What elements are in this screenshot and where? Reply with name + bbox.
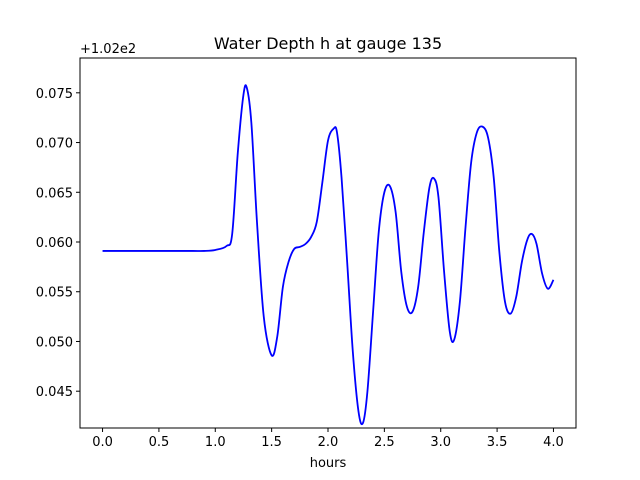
x-tick-label: 0.5	[149, 435, 170, 450]
y-tick-label: 0.075	[36, 87, 73, 102]
x-axis-label: hours	[310, 456, 347, 471]
y-tick-label: 0.050	[36, 335, 73, 350]
y-tick-label: 0.065	[36, 186, 73, 201]
x-tick-label: 3.0	[430, 435, 451, 450]
x-tick-label: 1.0	[205, 435, 226, 450]
x-tick-label: 2.5	[374, 435, 395, 450]
y-tick-label: 0.060	[36, 236, 73, 251]
ticks-group: 0.0 0.5 1.0 1.5 2.0 2.5 3.0 3.5 4.0 0.045 0.050 0.0…	[36, 87, 564, 450]
y-offset-label: +1.02e2	[80, 42, 136, 57]
y-tick-label: 0.070	[36, 137, 73, 152]
series-line	[102, 84, 555, 426]
chart-title: Water Depth h at gauge 135	[214, 34, 442, 53]
x-tick-label: 4.0	[543, 435, 564, 450]
x-tick-label: 1.5	[261, 435, 282, 450]
series-layer	[102, 84, 555, 426]
x-tick-label: 3.5	[487, 435, 508, 450]
plot-frame	[79, 57, 577, 429]
x-tick-label: 0.0	[92, 435, 113, 450]
x-tick-label: 2.0	[318, 435, 339, 450]
y-tick-label: 0.045	[36, 385, 73, 400]
y-tick-label: 0.055	[36, 286, 73, 301]
